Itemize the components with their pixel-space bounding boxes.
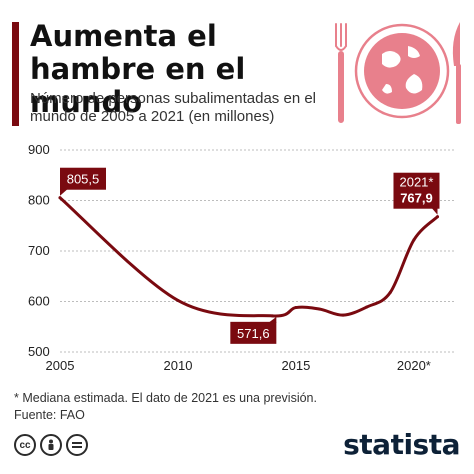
annotation-pointer-2014 (268, 316, 277, 323)
data-point (318, 307, 322, 311)
page-subtitle: Número de personas subalimentadas en el … (30, 90, 317, 125)
title-accent-bar (12, 22, 19, 126)
line-chart: 500 600 700 800 900 2005 2010 2015 2020* 805,5 571… (28, 142, 454, 373)
y-tick-label: 500 (28, 344, 50, 359)
data-point (412, 238, 416, 242)
globe-plate-icon (354, 23, 450, 119)
annotation-label-2021-value: 767,9 (400, 191, 433, 206)
plate-illustration (335, 22, 461, 124)
annotation-label-2021-year: 2021* (399, 175, 433, 190)
annotation-box-2014 (230, 321, 277, 344)
data-point (435, 215, 439, 219)
annotation-label-2014: 571,6 (237, 326, 270, 341)
attribution-person-icon[interactable] (40, 434, 62, 456)
statista-logo[interactable]: statista (343, 428, 460, 461)
data-point (365, 305, 369, 309)
data-point (176, 298, 180, 302)
annotation-pointer-2005 (60, 188, 68, 196)
license-icons: cc (14, 434, 88, 460)
data-point (270, 314, 274, 318)
annotation-pointer-2021 (431, 207, 438, 215)
y-tick-label: 600 (28, 294, 50, 309)
y-tick-label: 700 (28, 243, 50, 258)
no-derivatives-icon[interactable] (66, 434, 88, 456)
knife-icon (452, 22, 461, 124)
x-tick-label: 2005 (46, 358, 75, 373)
data-point (388, 290, 392, 294)
x-tick-label: 2015 (281, 358, 310, 373)
cc-license-icon[interactable]: cc (14, 434, 36, 456)
y-tick-label: 900 (28, 142, 50, 157)
page-title: Aumenta el hambre en el mundo (30, 19, 246, 119)
footnote-note: * Mediana estimada. El dato de 2021 es u… (14, 391, 317, 405)
data-point (294, 306, 298, 310)
x-tick-label: 2010 (164, 358, 193, 373)
footnote-source: Fuente: FAO (14, 408, 85, 422)
annotation-box-2005 (60, 167, 106, 190)
annotation-box-2021 (393, 172, 440, 209)
fork-icon (335, 23, 347, 123)
annotation-label-2005: 805,5 (67, 172, 100, 187)
data-point (341, 313, 345, 317)
data-point (58, 196, 62, 200)
y-tick-label: 800 (28, 193, 50, 208)
series-line (58, 196, 439, 318)
footnote-block: * Mediana estimada. El dato de 2021 es u… (14, 390, 317, 424)
x-tick-label: 2020* (397, 358, 431, 373)
